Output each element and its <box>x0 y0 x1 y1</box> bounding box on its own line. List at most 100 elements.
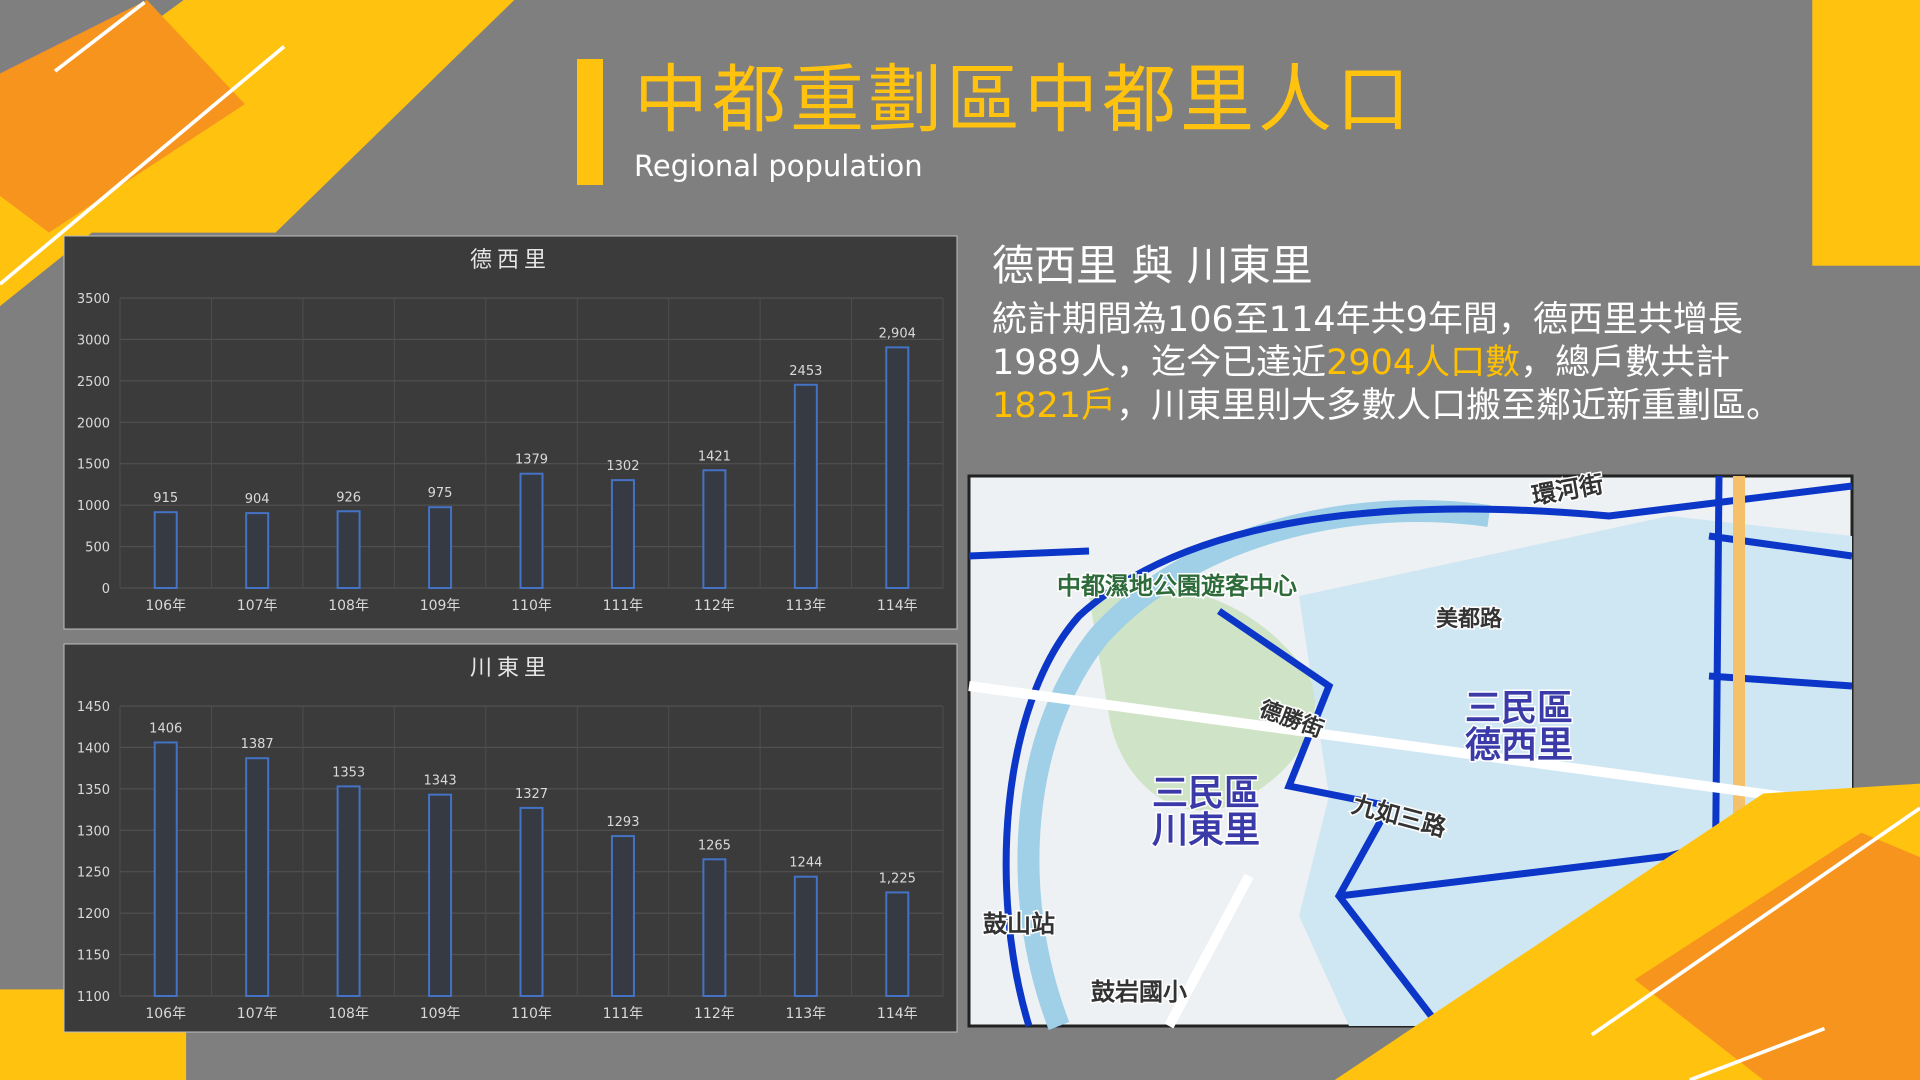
map-label: 鼓岩國小 <box>1091 978 1187 1006</box>
bar <box>793 383 818 589</box>
data-label: 2453 <box>789 364 822 379</box>
x-tick-label: 111年 <box>603 1006 644 1022</box>
map-boundary <box>1002 482 1853 1028</box>
deco-line <box>1590 806 1920 1037</box>
chart-title: 德西里 <box>470 248 551 273</box>
deco-shape <box>1634 832 1920 1080</box>
data-label: 975 <box>428 486 453 501</box>
decoration-bottom-right <box>1334 783 1920 1080</box>
bar <box>702 858 727 997</box>
bar <box>153 511 178 590</box>
chart-title: 川東里 <box>470 656 551 681</box>
bar <box>793 875 818 998</box>
y-tick-label: 1150 <box>77 949 110 964</box>
x-tick-label: 113年 <box>785 1006 826 1022</box>
map-label: 中都濕地公園遊客中心 <box>1057 572 1297 600</box>
data-label: 1379 <box>515 453 548 468</box>
data-label: 1,225 <box>879 871 916 886</box>
y-tick-label: 1300 <box>77 824 110 839</box>
data-label: 1244 <box>789 856 822 871</box>
description-line: 1989人，迄今已達近2904人口數，總戶數共計 <box>992 343 1730 383</box>
bar <box>245 757 270 998</box>
description-text: ，總戶數共計 <box>1520 343 1730 383</box>
title: 中都重劃區中都里人口 <box>634 57 1414 143</box>
x-tick-label: 114年 <box>877 1006 918 1022</box>
x-tick-label: 107年 <box>237 1006 278 1022</box>
deco-shape <box>0 0 245 233</box>
description-heading: 德西里 與 川東里 <box>992 241 1313 290</box>
data-label: 926 <box>336 490 361 505</box>
x-tick-label: 108年 <box>328 1006 369 1022</box>
subtitle: Regional population <box>634 149 923 183</box>
x-tick-label: 110年 <box>511 1006 552 1022</box>
map-label: 川東里 <box>1152 810 1260 851</box>
map-label: 三民區 <box>1152 773 1260 814</box>
data-label: 1327 <box>515 787 548 802</box>
x-tick-label: 112年 <box>694 1006 735 1022</box>
x-tick-label: 111年 <box>603 598 644 614</box>
y-tick-label: 500 <box>85 541 110 556</box>
deco-shape <box>1812 0 1920 266</box>
x-tick-label: 113年 <box>785 598 826 614</box>
chart-panel <box>63 643 958 1033</box>
data-label: 2,904 <box>879 326 916 341</box>
data-label: 1387 <box>241 737 274 752</box>
data-label: 1265 <box>698 838 731 853</box>
description-text: 1821戶 <box>992 386 1116 426</box>
map-label: 美都路 <box>1436 606 1503 632</box>
bar <box>885 891 910 998</box>
description-text: 統計期間為106至114年共9年間，德西里共增長 <box>992 300 1743 340</box>
bar <box>336 785 361 997</box>
description-text: 1989人，迄今已達近 <box>992 343 1326 383</box>
map-label: 德西里 <box>1465 725 1573 766</box>
bar <box>519 806 544 998</box>
deco-line <box>53 0 146 73</box>
data-label: 1353 <box>332 765 365 780</box>
map-boundary <box>968 547 1090 560</box>
map-label: 三民區 <box>1465 688 1573 729</box>
x-tick-label: 108年 <box>328 598 369 614</box>
data-label: 1343 <box>424 774 457 789</box>
y-tick-label: 1500 <box>77 458 110 473</box>
y-tick-label: 2500 <box>77 375 110 390</box>
x-tick-label: 106年 <box>145 1006 186 1022</box>
deco-line <box>1689 1026 1826 1080</box>
description-line: 1821戶，川東里則大多數人口搬至鄰近新重劃區。 <box>992 386 1781 426</box>
map-park <box>1089 587 1316 811</box>
data-label: 1406 <box>149 721 182 736</box>
charts: 德西里 0 500 1000 1500 2000 2500 3000 3500 106年 915 10… <box>63 235 958 1033</box>
bar <box>610 835 635 997</box>
map-boundary <box>1217 608 1442 1029</box>
data-label: 904 <box>245 492 270 507</box>
data-label: 915 <box>153 491 178 506</box>
y-tick-label: 3000 <box>77 333 110 348</box>
bar <box>519 472 544 589</box>
y-tick-label: 1400 <box>77 741 110 756</box>
bar <box>702 469 727 590</box>
description-text: 2904人口數 <box>1326 343 1520 383</box>
y-tick-label: 2000 <box>77 416 110 431</box>
y-tick-label: 1200 <box>77 907 110 922</box>
x-tick-label: 109年 <box>420 1006 461 1022</box>
description-text: ，川東里則大多數人口搬至鄰近新重劃區。 <box>1116 386 1781 426</box>
data-label: 1293 <box>606 815 639 830</box>
y-tick-label: 1100 <box>77 990 110 1005</box>
x-tick-label: 114年 <box>877 598 918 614</box>
description-line: 統計期間為106至114年共9年間，德西里共增長 <box>992 300 1743 340</box>
bar <box>245 512 270 590</box>
y-tick-label: 1350 <box>77 783 110 798</box>
x-tick-label: 110年 <box>511 598 552 614</box>
x-tick-label: 112年 <box>694 598 735 614</box>
y-tick-label: 1250 <box>77 866 110 881</box>
bar <box>336 510 361 590</box>
map-road <box>968 681 1853 1029</box>
bar <box>153 741 178 998</box>
bar <box>885 346 910 589</box>
bar <box>428 506 453 590</box>
data-label: 1421 <box>698 449 731 464</box>
chart-panel <box>63 235 958 630</box>
y-tick-label: 1000 <box>77 499 110 514</box>
